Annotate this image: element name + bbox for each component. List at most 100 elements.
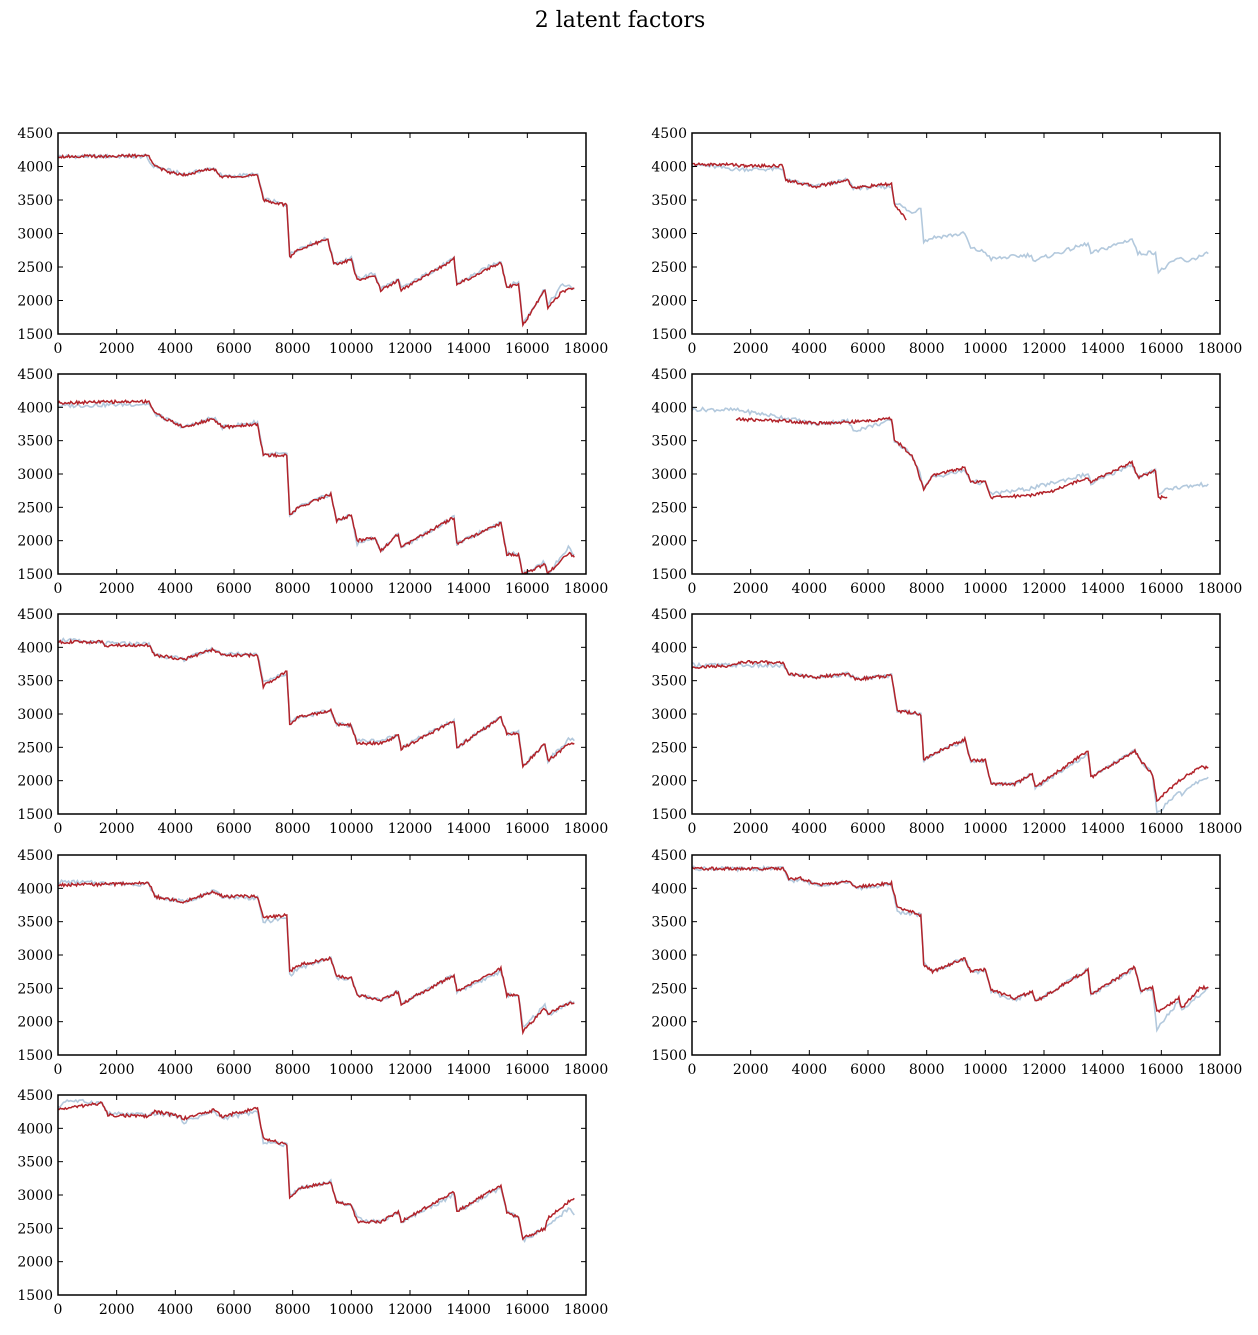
x-tick-label: 18000 [564,1062,609,1078]
series-estimated-line [692,866,1209,1014]
y-tick-label: 4500 [651,848,687,864]
y-tick-label: 4500 [17,607,53,623]
x-tick-label: 10000 [963,1062,1008,1078]
x-tick-label: 16000 [1139,341,1184,357]
y-tick-label: 2000 [17,534,53,550]
x-tick-label: 10000 [963,821,1008,837]
subplot-6: 0 2000 4000 6000 8000 10000 12000 14000 16000 180… [651,607,1242,837]
x-tick-label: 18000 [1198,341,1243,357]
x-tick-label: 4000 [792,821,828,837]
x-tick-label: 16000 [505,1062,550,1078]
y-tick-label: 4500 [17,126,53,142]
x-tick-label: 6000 [216,341,252,357]
series-estimated-line [735,416,1168,501]
y-tick-label: 2000 [17,1015,53,1031]
y-tick-label: 2500 [651,500,687,516]
y-tick-label: 4500 [651,126,687,142]
y-tick-label: 4500 [651,607,687,623]
subplot-5: 0 2000 4000 6000 8000 10000 12000 14000 16000 180… [17,607,608,837]
subplot-8: 0 2000 4000 6000 8000 10000 12000 14000 16000 180… [651,848,1242,1078]
x-tick-label: 12000 [1022,341,1067,357]
x-tick-label: 10000 [329,821,374,837]
series-estimated-line [58,152,575,328]
y-tick-label: 3000 [17,707,53,723]
x-tick-label: 8000 [275,341,311,357]
x-tick-label: 10000 [329,581,374,597]
x-tick-label: 8000 [909,341,945,357]
x-tick-label: 4000 [158,1302,194,1318]
x-tick-label: 0 [54,821,63,837]
y-tick-label: 4000 [651,160,687,176]
y-tick-label: 2500 [17,260,53,276]
x-tick-label: 12000 [1022,581,1067,597]
y-tick-label: 1500 [17,327,53,343]
series-estimated-line [692,161,907,221]
x-tick-label: 2000 [733,1062,769,1078]
x-tick-label: 10000 [329,1302,374,1318]
y-tick-label: 2000 [651,774,687,790]
y-tick-label: 2500 [651,260,687,276]
x-tick-label: 4000 [158,581,194,597]
x-tick-label: 8000 [275,1302,311,1318]
x-tick-label: 14000 [1080,821,1125,837]
x-tick-label: 4000 [158,821,194,837]
x-tick-label: 0 [54,581,63,597]
y-tick-label: 2000 [17,1255,53,1271]
y-tick-label: 1500 [17,567,53,583]
figure-title: 2 latent factors [534,8,706,33]
subplot-7: 0 2000 4000 6000 8000 10000 12000 14000 16000 180… [17,848,608,1078]
x-tick-label: 2000 [99,1302,135,1318]
x-tick-label: 14000 [1080,1062,1125,1078]
x-tick-label: 12000 [1022,1062,1067,1078]
y-tick-label: 3000 [17,467,53,483]
axes-frame [691,613,1221,815]
axes-frame [57,1094,587,1296]
y-tick-label: 2500 [17,1221,53,1237]
series-estimated-line [58,398,575,574]
y-tick-label: 3000 [651,467,687,483]
x-tick-label: 14000 [446,341,491,357]
x-tick-label: 8000 [909,821,945,837]
x-tick-label: 16000 [1139,1062,1184,1078]
y-tick-label: 2000 [17,294,53,310]
y-tick-label: 1500 [17,807,53,823]
y-tick-label: 4500 [17,848,53,864]
series-observed-line [58,1098,575,1243]
y-tick-label: 2500 [651,981,687,997]
x-tick-label: 4000 [792,1062,828,1078]
y-tick-label: 3500 [651,674,687,690]
subplot-4: 0 2000 4000 6000 8000 10000 12000 14000 16000 180… [651,367,1242,597]
x-tick-label: 12000 [388,821,433,837]
y-tick-label: 3000 [651,227,687,243]
x-tick-label: 6000 [850,821,886,837]
series-observed-line [692,661,1209,814]
series-observed-line [58,401,575,574]
y-tick-label: 3500 [17,434,53,450]
subplot-1: 0 2000 4000 6000 8000 10000 12000 14000 16000 180… [17,126,608,357]
x-tick-label: 14000 [446,1062,491,1078]
x-tick-label: 10000 [329,1062,374,1078]
x-tick-label: 14000 [1080,581,1125,597]
x-tick-label: 2000 [99,581,135,597]
x-tick-label: 0 [688,341,697,357]
y-tick-label: 2500 [17,500,53,516]
y-tick-label: 1500 [651,1048,687,1064]
y-tick-label: 4000 [651,640,687,656]
subplot-2: 0 2000 4000 6000 8000 10000 12000 14000 16000 180… [651,126,1242,357]
y-tick-label: 3500 [17,1155,53,1171]
series-observed-line [692,864,1209,1033]
y-tick-label: 3500 [651,193,687,209]
x-tick-label: 18000 [564,581,609,597]
y-tick-label: 2500 [17,981,53,997]
y-tick-label: 3000 [17,948,53,964]
x-tick-label: 16000 [505,341,550,357]
x-tick-label: 14000 [446,1302,491,1318]
x-tick-label: 4000 [792,581,828,597]
y-tick-label: 4500 [17,367,53,383]
axes-frame [57,132,587,335]
y-tick-label: 3500 [651,434,687,450]
x-tick-label: 16000 [505,581,550,597]
x-tick-label: 2000 [733,341,769,357]
x-tick-label: 18000 [564,1302,609,1318]
x-tick-label: 10000 [963,581,1008,597]
